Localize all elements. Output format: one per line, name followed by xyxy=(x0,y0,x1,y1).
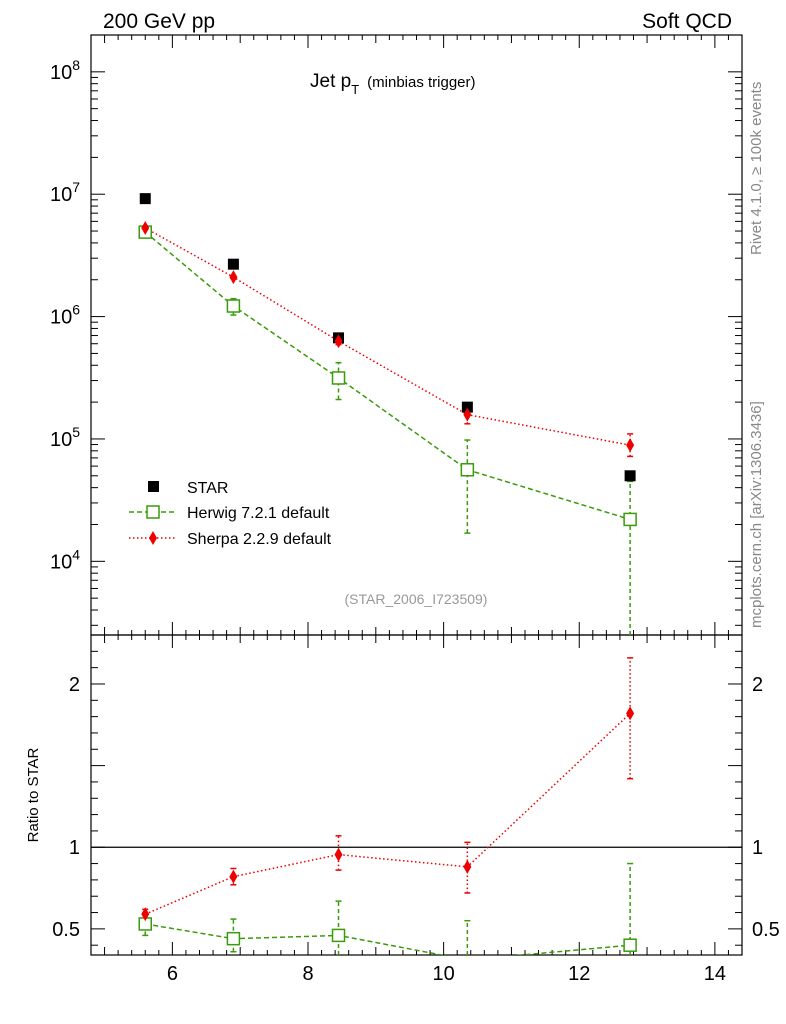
sherpa-point xyxy=(334,334,343,349)
x-tick-label: 12 xyxy=(568,963,590,985)
legend-sherpa-marker xyxy=(149,531,157,545)
herwig-point xyxy=(331,371,346,385)
x-tick-label: 10 xyxy=(433,963,455,985)
legend: STAR Herwig 7.2.1 default Sherpa 2.2.9 d… xyxy=(129,480,332,548)
legend-herwig-label: Herwig 7.2.1 default xyxy=(187,505,330,522)
star-point xyxy=(461,401,473,413)
header-right: Soft QCD xyxy=(642,10,732,33)
x-tick-label: 14 xyxy=(704,963,726,985)
ratio-herwig-point xyxy=(226,931,241,946)
ratio-herwig-point xyxy=(331,928,346,943)
ratio-ylabel: Ratio to STAR xyxy=(25,747,42,842)
legend-herwig-marker xyxy=(146,505,160,519)
ratio-y-tick-label: 2 xyxy=(69,674,80,696)
rivet-label: Rivet 4.1.0, ≥ 100k events xyxy=(748,82,765,255)
ratio-sherpa-point xyxy=(463,859,472,874)
chart-title: Jet pT (minbias trigger) xyxy=(310,71,476,97)
star-point xyxy=(624,470,636,482)
y-tick-label: 106 xyxy=(50,302,80,329)
analysis-watermark: (STAR_2006_I723509) xyxy=(345,591,488,607)
ratio-y-tick-label-right: 0.5 xyxy=(752,919,780,941)
y-tick-label: 104 xyxy=(50,546,80,573)
herwig-point xyxy=(623,512,637,527)
ratio-sherpa-point xyxy=(334,847,343,862)
ratio-y-tick-label: 0.5 xyxy=(52,919,80,941)
y-tick-label: 108 xyxy=(50,57,80,84)
ratio-sherpa-point xyxy=(626,706,635,721)
x-tick-label: 6 xyxy=(167,963,178,985)
ratio-sherpa-point xyxy=(141,907,150,922)
herwig-point xyxy=(226,299,241,313)
x-tick-label: 8 xyxy=(302,963,313,985)
herwig-line xyxy=(144,231,631,521)
ratio-herwig-point xyxy=(623,938,637,952)
star-point xyxy=(139,193,151,205)
star-point xyxy=(227,258,239,270)
legend-sherpa-label: Sherpa 2.2.9 default xyxy=(187,531,332,548)
sherpa-point xyxy=(463,407,472,422)
sherpa-point xyxy=(626,438,635,453)
ratio-y-tick-label-right: 1 xyxy=(752,837,763,859)
ratio-sherpa-line xyxy=(144,712,631,915)
mcplots-label: mcplots.cern.ch [arXiv:1306.3436] xyxy=(748,401,765,628)
ratio-sherpa-point xyxy=(229,869,238,884)
legend-star-marker xyxy=(148,481,159,492)
legend-star-label: STAR xyxy=(187,480,228,497)
y-tick-label: 105 xyxy=(50,424,80,451)
y-tick-label: 107 xyxy=(50,179,80,206)
ratio-y-tick-label-right: 2 xyxy=(752,674,763,696)
ratio-panel-frame xyxy=(90,634,743,956)
sherpa-point xyxy=(141,220,150,235)
sherpa-line xyxy=(144,227,631,446)
ratio-y-tick-label: 1 xyxy=(69,837,80,859)
sherpa-point xyxy=(229,270,238,285)
herwig-point xyxy=(460,463,475,477)
header-left: 200 GeV pp xyxy=(103,10,215,33)
